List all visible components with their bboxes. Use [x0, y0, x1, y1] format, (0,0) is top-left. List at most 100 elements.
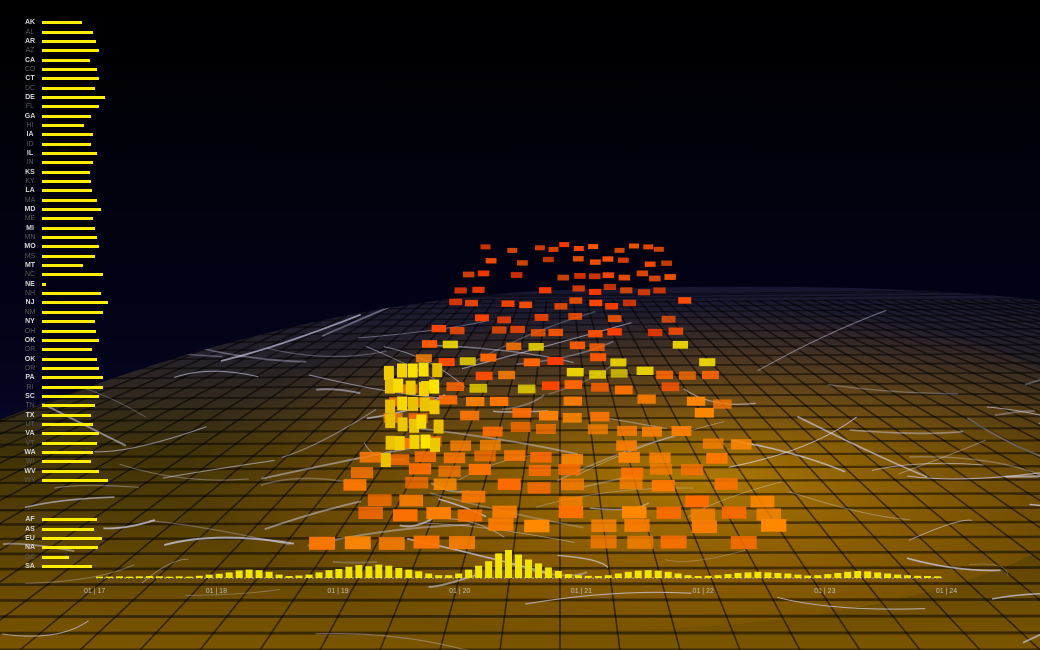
timeline-bar	[285, 576, 293, 578]
list-item-nm[interactable]: NM	[20, 308, 130, 317]
density-tile	[756, 508, 781, 521]
list-item-mi[interactable]: MI	[20, 224, 130, 233]
density-tile	[443, 452, 466, 464]
list-item-ia[interactable]: IA	[20, 130, 130, 139]
list-item-wv[interactable]: WV	[20, 467, 130, 476]
code-label: NH	[24, 290, 36, 298]
list-item-ks[interactable]: KS	[20, 168, 130, 177]
list-item-id[interactable]: ID	[20, 139, 130, 148]
density-tile	[462, 271, 475, 278]
code-label: LA	[25, 187, 35, 195]
density-tile	[590, 353, 607, 362]
timeline-bar	[295, 575, 303, 578]
list-item-tx[interactable]: TX	[20, 410, 130, 419]
list-item-wy[interactable]: WY	[20, 476, 130, 485]
density-tile	[414, 451, 437, 462]
list-item-al[interactable]: AL	[20, 27, 130, 36]
density-tile	[358, 506, 383, 519]
density-tile	[438, 465, 461, 477]
list-item-ok[interactable]: OK	[20, 354, 130, 363]
list-item-as[interactable]: AS	[20, 524, 130, 533]
list-item-ky[interactable]: KY	[20, 177, 130, 186]
list-item-or[interactable]: OR	[20, 345, 130, 354]
list-item-sc[interactable]: SC	[20, 392, 130, 401]
density-tile	[466, 397, 485, 407]
density-tile	[602, 272, 615, 279]
list-item-oc[interactable]: OC	[20, 552, 130, 561]
list-item-vt[interactable]: VT	[20, 438, 130, 447]
density-tile	[602, 256, 614, 262]
density-tile	[433, 478, 457, 490]
list-item-ar[interactable]: AR	[20, 37, 130, 46]
list-item-mo[interactable]: MO	[20, 242, 130, 251]
list-item-mt[interactable]: MT	[20, 261, 130, 270]
density-tile	[569, 341, 586, 350]
list-item-ri[interactable]: RI	[20, 382, 130, 391]
density-tile	[383, 365, 394, 380]
list-item-va[interactable]: VA	[20, 429, 130, 438]
list-item-na[interactable]: NA	[20, 543, 130, 552]
list-item-il[interactable]: IL	[20, 149, 130, 158]
code-label: OR	[24, 364, 36, 372]
list-item-me[interactable]: ME	[20, 214, 130, 223]
density-tile	[491, 326, 507, 334]
code-label: WV	[24, 467, 36, 475]
list-item-ny[interactable]: NY	[20, 317, 130, 326]
list-item-ak[interactable]: AK	[20, 18, 130, 27]
timeline-bar	[205, 574, 213, 578]
activity-bar	[42, 123, 85, 127]
density-tile	[558, 505, 584, 519]
list-item-in[interactable]: IN	[20, 158, 130, 167]
list-item-ca[interactable]: CA	[20, 55, 130, 64]
list-item-af[interactable]: AF	[20, 515, 130, 524]
list-item-co[interactable]: CO	[20, 65, 130, 74]
list-item-nj[interactable]: NJ	[20, 298, 130, 307]
list-item-pa[interactable]: PA	[20, 373, 130, 382]
list-item-nc[interactable]: NC	[20, 270, 130, 279]
list-item-ne[interactable]: NE	[20, 280, 130, 289]
timeline-bar	[96, 576, 103, 578]
density-tile	[367, 494, 392, 507]
list-item-hi[interactable]: HI	[20, 121, 130, 130]
density-tile	[591, 382, 609, 392]
code-label: OK	[24, 355, 36, 363]
list-item-eu[interactable]: EU	[20, 534, 130, 543]
list-item-az[interactable]: AZ	[20, 46, 130, 55]
list-item-oh[interactable]: OH	[20, 326, 130, 335]
list-item-sa[interactable]: SA	[20, 562, 130, 571]
list-item-ma[interactable]: MA	[20, 196, 130, 205]
list-item-dc[interactable]: DC	[20, 83, 130, 92]
activity-bar	[42, 254, 95, 258]
list-item-ct[interactable]: CT	[20, 74, 130, 83]
list-item-de[interactable]: DE	[20, 93, 130, 102]
list-item-ok[interactable]: OK	[20, 336, 130, 345]
density-tile	[591, 519, 617, 532]
density-tile	[590, 535, 617, 549]
timeline-bar	[634, 570, 642, 578]
list-item-mn[interactable]: MN	[20, 233, 130, 242]
code-label: KY	[25, 178, 35, 186]
list-item-fl[interactable]: FL	[20, 102, 130, 111]
list-item-wa[interactable]: WA	[20, 448, 130, 457]
density-tile	[419, 397, 430, 412]
density-tile	[393, 378, 404, 393]
timeline-histogram[interactable]	[0, 540, 1040, 600]
density-tile	[449, 298, 463, 306]
activity-bar	[42, 376, 103, 380]
activity-bar	[42, 366, 99, 370]
density-tile	[610, 369, 628, 378]
list-item-or[interactable]: OR	[20, 364, 130, 373]
activity-bar	[42, 422, 94, 426]
density-tile	[430, 437, 440, 452]
list-item-ut[interactable]: UT	[20, 420, 130, 429]
density-tile	[418, 382, 429, 397]
list-item-nh[interactable]: NH	[20, 289, 130, 298]
list-item-md[interactable]: MD	[20, 205, 130, 214]
list-item-ms[interactable]: MS	[20, 252, 130, 261]
list-item-tn[interactable]: TN	[20, 401, 130, 410]
list-item-la[interactable]: LA	[20, 186, 130, 195]
list-item-wi[interactable]: WI	[20, 457, 130, 466]
density-tile	[524, 519, 550, 533]
list-item-ga[interactable]: GA	[20, 111, 130, 120]
